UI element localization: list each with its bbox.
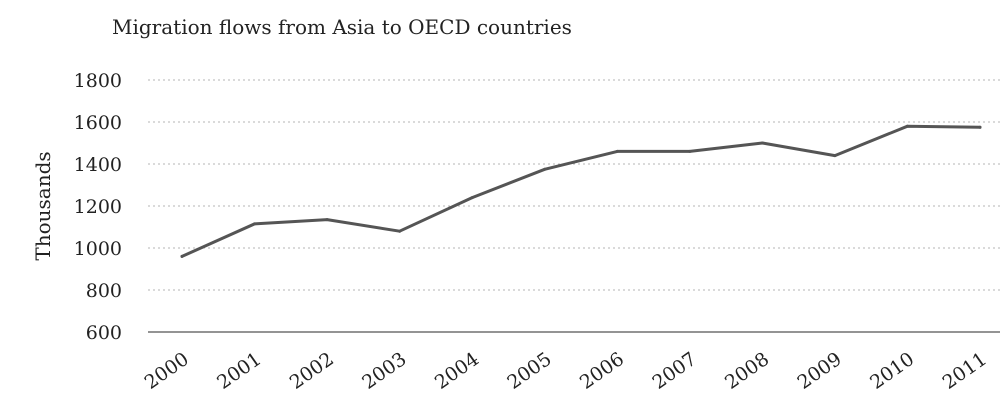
x-axis-ticks: 2000 2001 2002 2003 2004 2005 2006 2007 2008 2009… xyxy=(141,348,991,394)
data-point xyxy=(253,222,257,226)
x-tick-label: 2001 xyxy=(213,348,265,394)
series-line xyxy=(180,124,982,258)
data-point xyxy=(470,196,474,200)
chart-title: Migration flows from Asia to OECD countr… xyxy=(112,15,572,39)
x-tick-label: 2011 xyxy=(939,348,991,394)
y-tick-label: 1600 xyxy=(74,112,122,134)
y-tick-label: 1400 xyxy=(74,154,122,176)
x-tick-label: 2003 xyxy=(358,348,410,394)
y-tick-label: 1800 xyxy=(74,70,122,92)
data-point xyxy=(398,229,402,233)
y-tick-label: 1200 xyxy=(74,196,122,218)
data-point xyxy=(325,218,329,222)
data-point xyxy=(180,254,184,258)
y-tick-label: 1000 xyxy=(74,238,122,260)
series-layer xyxy=(180,124,982,258)
x-tick-label: 2006 xyxy=(576,348,628,394)
x-tick-label: 2009 xyxy=(794,348,846,394)
y-tick-label: 800 xyxy=(86,280,122,302)
x-tick-label: 2007 xyxy=(648,348,700,394)
y-axis-label: Thousands xyxy=(31,151,55,260)
y-axis-ticks: 600 800 1000 1200 1400 1600 1800 xyxy=(74,70,122,344)
data-point xyxy=(543,167,547,171)
y-tick-label: 600 xyxy=(86,322,122,344)
data-point xyxy=(615,149,619,153)
x-tick-label: 2010 xyxy=(866,348,918,394)
x-tick-label: 2000 xyxy=(141,348,193,394)
data-point xyxy=(760,141,764,145)
data-point xyxy=(688,149,692,153)
x-tick-label: 2008 xyxy=(721,348,773,394)
x-tick-label: 2002 xyxy=(286,348,338,394)
grid xyxy=(148,79,1000,333)
x-tick-label: 2005 xyxy=(503,348,555,394)
x-tick-label: 2004 xyxy=(431,348,483,394)
data-point xyxy=(833,154,837,158)
data-point xyxy=(905,124,909,128)
data-point xyxy=(978,125,982,129)
